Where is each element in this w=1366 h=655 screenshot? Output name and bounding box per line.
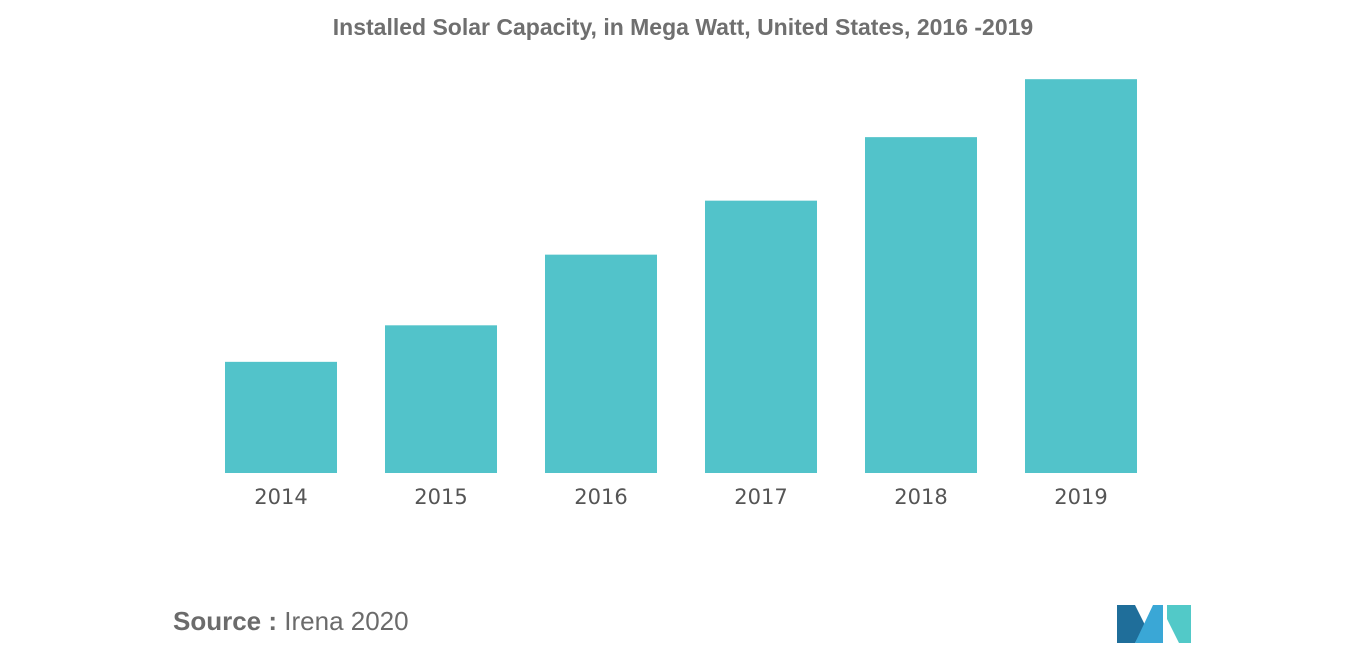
logo-shape-left bbox=[1117, 605, 1145, 643]
x-tick-label-2015: 2015 bbox=[414, 485, 467, 509]
chart-title: Installed Solar Capacity, in Mega Watt, … bbox=[332, 14, 1034, 40]
x-tick-label-2019: 2019 bbox=[1054, 485, 1107, 509]
x-tick-label-2016: 2016 bbox=[574, 485, 627, 509]
logo-shape-middle bbox=[1135, 605, 1163, 643]
x-tick-labels: 2014 2015 2016 2017 2018 2019 bbox=[254, 485, 1107, 509]
logo-shape-right bbox=[1167, 605, 1191, 643]
source-text: Irena 2020 bbox=[284, 606, 409, 636]
bars-group bbox=[225, 79, 1137, 474]
bar-2017 bbox=[705, 200, 817, 473]
bar-2015 bbox=[385, 325, 497, 473]
x-tick-label-2014: 2014 bbox=[254, 485, 307, 509]
bar-2014 bbox=[225, 361, 337, 473]
source-note: Source : Irena 2020 bbox=[173, 606, 409, 637]
x-tick-label-2017: 2017 bbox=[734, 485, 787, 509]
bar-2016 bbox=[545, 254, 657, 473]
bar-2018 bbox=[865, 137, 977, 473]
mordor-logo-icon bbox=[1117, 605, 1191, 643]
bar-chart: 2014 2015 2016 2017 2018 2019 bbox=[225, 79, 1137, 509]
x-tick-label-2018: 2018 bbox=[894, 485, 947, 509]
source-label: Source : bbox=[173, 606, 278, 636]
bar-2019 bbox=[1025, 79, 1137, 474]
